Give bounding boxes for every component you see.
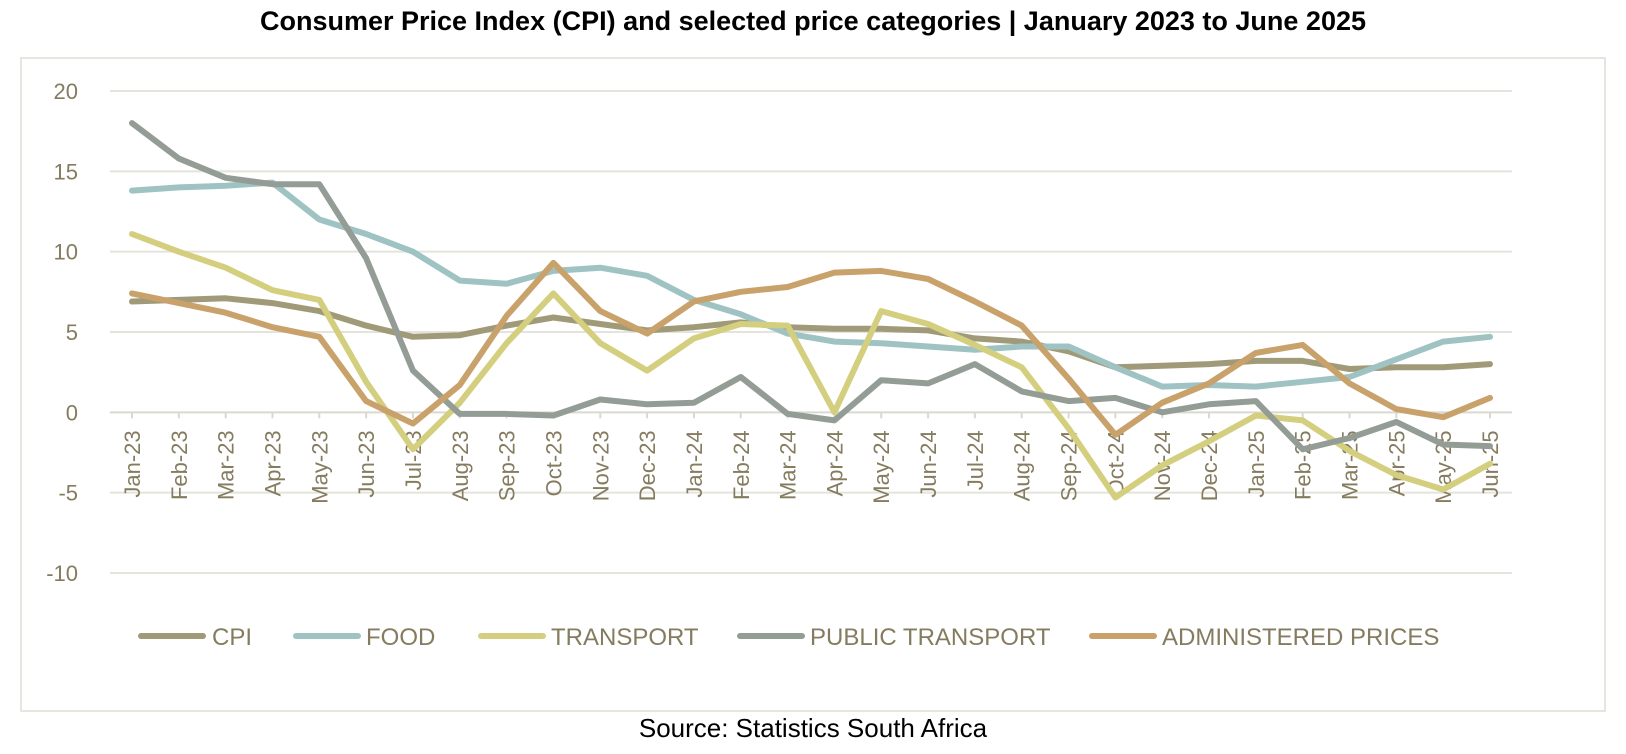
x-tick-label: Mar-23 bbox=[214, 430, 239, 500]
y-tick-label: 15 bbox=[54, 159, 78, 184]
x-tick-label: Apr-23 bbox=[260, 430, 285, 496]
x-tick-label: May-24 bbox=[869, 430, 894, 503]
y-tick-label: -10 bbox=[46, 561, 78, 586]
x-tick-label: Jan-23 bbox=[120, 430, 145, 497]
x-axis: Jan-23 Feb-23 Mar-23 Apr-23 May-23 Jun-23 Jul-… bbox=[120, 412, 1503, 504]
y-tick-label: 10 bbox=[54, 240, 78, 265]
series-lines bbox=[129, 120, 1493, 501]
x-tick-label: Jul-24 bbox=[963, 430, 988, 490]
series-line-food bbox=[129, 179, 1493, 390]
legend-label-administered-prices: ADMINISTERED PRICES bbox=[1162, 624, 1439, 651]
x-tick-label: Nov-23 bbox=[588, 430, 613, 501]
y-tick-label: 0 bbox=[66, 400, 78, 425]
x-tick-label: Jun-24 bbox=[916, 430, 941, 497]
x-tick-label: Aug-23 bbox=[448, 430, 473, 501]
series-line-public-transport bbox=[129, 120, 1493, 453]
source-note: Source: Statistics South Africa bbox=[638, 713, 988, 743]
gridlines bbox=[110, 90, 1512, 574]
x-tick-label: Oct-23 bbox=[541, 430, 566, 496]
legend-label-cpi: CPI bbox=[212, 624, 252, 651]
x-tick-label: Aug-24 bbox=[1010, 430, 1035, 501]
legend-label-food: FOOD bbox=[366, 624, 435, 651]
x-tick-label: Mar-24 bbox=[776, 430, 801, 500]
x-tick-label: Jan-24 bbox=[682, 430, 707, 497]
y-axis: 20 15 10 5 0 -5 -10 bbox=[46, 79, 78, 586]
series-line-transport bbox=[129, 231, 1493, 501]
legend-label-transport: TRANSPORT bbox=[551, 624, 699, 651]
y-tick-label: -5 bbox=[58, 481, 78, 506]
x-tick-label: Apr-25 bbox=[1384, 430, 1409, 496]
chart-title: Consumer Price Index (CPI) and selected … bbox=[259, 6, 1366, 36]
chart-frame bbox=[20, 57, 1606, 712]
x-tick-label: Apr-24 bbox=[822, 430, 847, 496]
x-tick-label: Jan-25 bbox=[1244, 430, 1269, 497]
x-tick-label: Jun-23 bbox=[354, 430, 379, 497]
x-tick-label: Sep-23 bbox=[495, 430, 520, 501]
x-tick-label: Feb-24 bbox=[729, 430, 754, 500]
x-tick-label: May-23 bbox=[307, 430, 332, 503]
y-tick-label: 5 bbox=[66, 320, 78, 345]
x-tick-label: Dec-23 bbox=[635, 430, 660, 501]
series-line-cpi bbox=[129, 295, 1493, 372]
legend-label-public-transport: PUBLIC TRANSPORT bbox=[810, 624, 1051, 651]
x-tick-label: Feb-23 bbox=[167, 430, 192, 500]
legend: CPI FOOD TRANSPORT PUBLIC TRANSPORT ADMINIST… bbox=[138, 624, 1439, 651]
y-tick-label: 20 bbox=[54, 79, 78, 104]
series-line-administered-prices bbox=[129, 259, 1493, 438]
